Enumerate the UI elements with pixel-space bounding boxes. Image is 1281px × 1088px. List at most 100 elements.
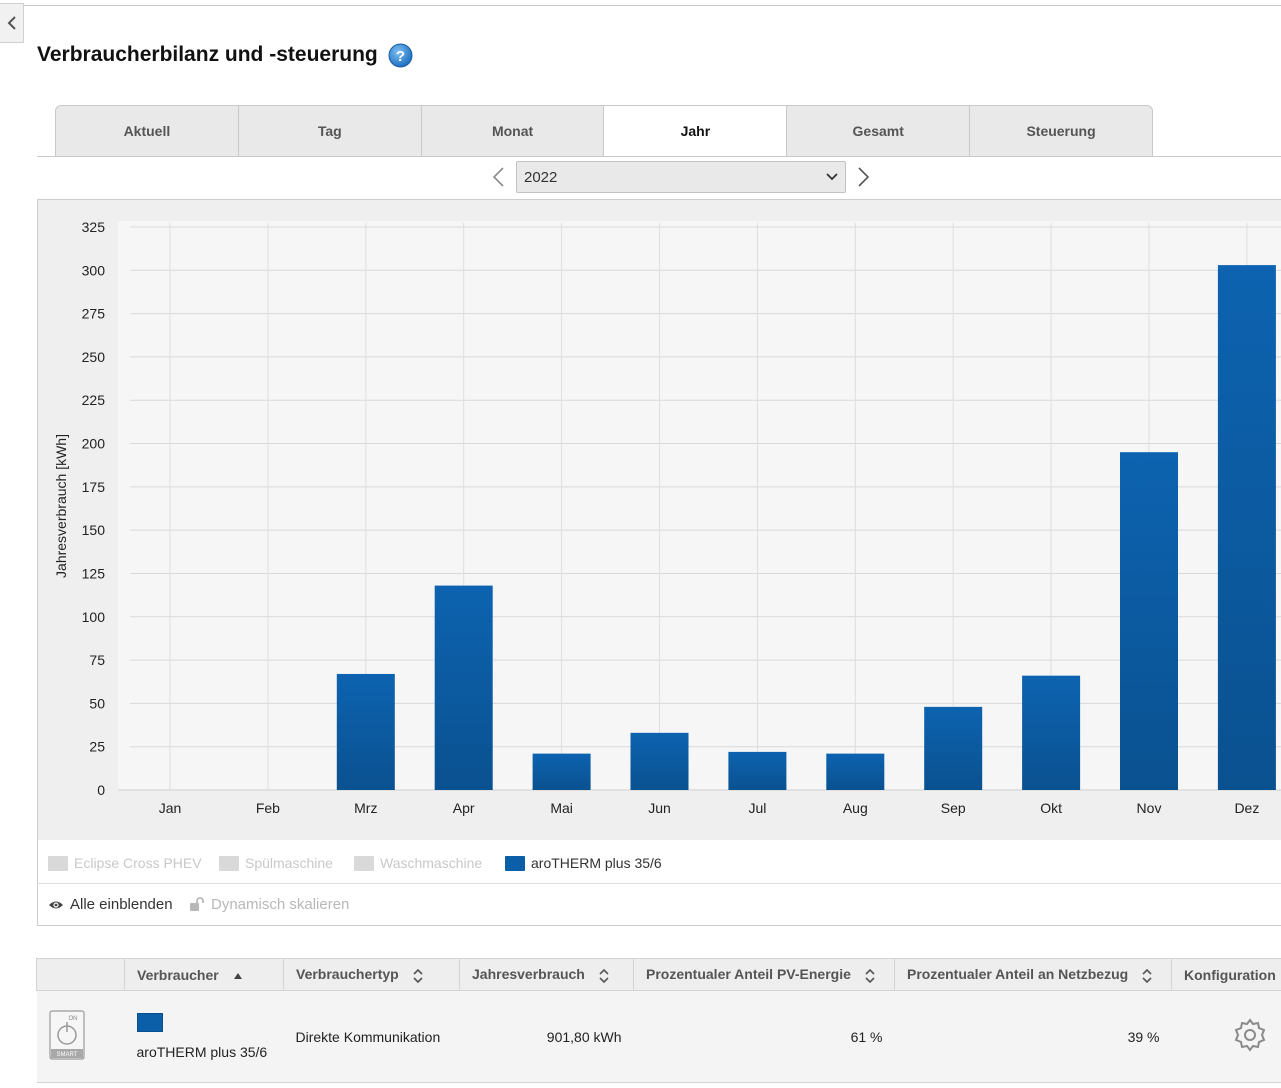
svg-text:ON: ON [68, 1016, 77, 1022]
y-tick-label: 150 [82, 522, 106, 538]
x-tick-label: Feb [256, 800, 280, 816]
bar-aug [826, 753, 885, 790]
bar-mai [532, 753, 591, 790]
column-header-konfiguration: Konfiguration [1171, 958, 1281, 991]
legend-label: Waschmaschine [380, 855, 483, 871]
smart-plug-icon: ON SMART [48, 1010, 85, 1060]
tab-tag[interactable]: Tag [237, 105, 421, 157]
tab-monat[interactable]: Monat [420, 105, 604, 157]
consumer-color-swatch [136, 1013, 163, 1032]
column-header-verbraucher[interactable]: Verbraucher [124, 958, 284, 991]
column-header-verbrauchertyp[interactable]: Verbrauchertyp [283, 958, 460, 991]
consumer-name-cell: aroTHERM plus 35/6 [124, 990, 284, 1083]
column-header-netzbezug-anteil[interactable]: Prozentualer Anteil an Netzbezug [894, 958, 1172, 991]
tab-gesamt[interactable]: Gesamt [786, 105, 970, 157]
bar-jul [728, 751, 787, 790]
y-tick-label: 225 [82, 392, 106, 408]
x-tick-label: Sep [941, 800, 966, 816]
legend-label: Eclipse Cross PHEV [74, 855, 202, 871]
legend-swatch [48, 855, 68, 871]
year-select[interactable]: 2022 [516, 161, 846, 193]
column-header-pv-anteil[interactable]: Prozentualer Anteil PV-Energie [633, 958, 895, 991]
sort-ascending-icon [233, 972, 242, 979]
y-tick-label: 50 [89, 695, 105, 711]
annual-consumption-cell: 901,80 kWh [459, 990, 634, 1083]
device-icon-cell: ON SMART [36, 990, 125, 1083]
collapse-sidebar-button[interactable] [0, 3, 24, 43]
gear-icon[interactable] [1232, 1017, 1268, 1053]
configuration-cell [1171, 990, 1281, 1083]
legend-item-eclipse-cross-phev[interactable]: Eclipse Cross PHEV [48, 854, 202, 872]
x-tick-label: Apr [453, 800, 475, 816]
legend-item-arotherm[interactable]: aroTHERM plus 35/6 [505, 854, 662, 872]
grid-share-cell: 39 % [894, 990, 1172, 1083]
show-all-button[interactable]: Alle einblenden [48, 896, 173, 913]
legend-item-spuelmaschine[interactable]: Spülmaschine [219, 854, 333, 872]
consumer-table: Verbraucher Verbrauchertyp Jahresverbrau… [36, 958, 1281, 1083]
legend-label: Spülmaschine [245, 855, 333, 871]
chevron-down-icon [826, 173, 838, 181]
y-tick-label: 100 [82, 609, 106, 625]
x-tick-label: Okt [1040, 800, 1062, 816]
year-select-value: 2022 [524, 169, 558, 186]
sort-icon [865, 968, 875, 983]
pv-share-cell: 61 % [633, 990, 895, 1083]
y-axis-label: Jahresverbrauch [kWh] [53, 434, 69, 578]
annual-consumption-chart: 0 25 50 75 100 125 150 175 200 225 250 275 300 325 Ja… [37, 199, 1281, 841]
legend-swatch [354, 855, 374, 871]
top-divider [24, 5, 1281, 6]
y-tick-label: 275 [82, 306, 106, 322]
sort-icon [413, 968, 423, 983]
y-tick-label: 325 [82, 219, 106, 235]
x-tick-label: Jan [159, 800, 182, 816]
bar-sep [924, 706, 983, 790]
bar-dez [1217, 265, 1276, 790]
tab-jahr[interactable]: Jahr [603, 105, 787, 157]
x-tick-label: Nov [1137, 800, 1162, 816]
tab-steuerung[interactable]: Steuerung [969, 105, 1153, 157]
y-tick-label: 75 [89, 652, 105, 668]
show-all-label: Alle einblenden [70, 896, 173, 913]
chart-legend: Eclipse Cross PHEV Spülmaschine Waschmas… [37, 840, 1281, 884]
legend-label: aroTHERM plus 35/6 [531, 855, 662, 871]
bar-jun [630, 732, 689, 790]
chart-canvas: 0 25 50 75 100 125 150 175 200 225 250 275 300 325 Ja… [53, 219, 1281, 816]
plot-area [118, 221, 1281, 790]
y-tick-label: 300 [82, 262, 106, 278]
svg-text:SMART: SMART [56, 1052, 77, 1058]
x-tick-label: Aug [843, 800, 868, 816]
column-header-jahresverbrauch[interactable]: Jahresverbrauch [459, 958, 634, 991]
legend-swatch [219, 855, 239, 871]
consumer-name: aroTHERM plus 35/6 [136, 1044, 268, 1060]
table-header-row: Verbraucher Verbrauchertyp Jahresverbrau… [36, 958, 1281, 991]
column-header-icon [36, 958, 125, 991]
page-title: Verbraucherbilanz und -steuerung [37, 43, 378, 66]
tab-aktuell[interactable]: Aktuell [55, 105, 238, 157]
x-tick-label: Jun [648, 800, 671, 816]
chart-options: Alle einblenden Dynamisch skalieren [37, 884, 1281, 926]
y-tick-label: 250 [82, 349, 106, 365]
chevron-left-icon [7, 16, 16, 30]
table-row: ON SMART aroTHERM plus 35/6 Direkte Komm… [36, 990, 1281, 1083]
bar-nov [1120, 452, 1178, 790]
y-tick-label: 25 [89, 739, 105, 755]
sort-icon [1142, 968, 1152, 983]
tabs-divider [37, 156, 1281, 157]
x-tick-label: Dez [1234, 800, 1259, 816]
y-tick-label: 175 [82, 479, 106, 495]
bar-mrz [336, 673, 395, 790]
bar-okt [1022, 675, 1081, 790]
y-tick-label: 200 [82, 436, 106, 452]
svg-text:?: ? [396, 48, 405, 65]
next-year-arrow-icon[interactable] [852, 166, 874, 188]
help-icon[interactable]: ? [388, 43, 413, 68]
sort-icon [599, 968, 609, 983]
x-tick-label: Mai [550, 800, 573, 816]
unlock-icon [190, 897, 204, 911]
previous-year-arrow-icon[interactable] [488, 166, 510, 188]
legend-item-waschmaschine[interactable]: Waschmaschine [354, 854, 482, 872]
consumer-type-cell: Direkte Kommunikation [283, 990, 460, 1083]
dynamic-scale-toggle[interactable]: Dynamisch skalieren [189, 896, 349, 913]
y-tick-label: 125 [82, 565, 106, 581]
y-tick-label: 0 [97, 782, 105, 798]
